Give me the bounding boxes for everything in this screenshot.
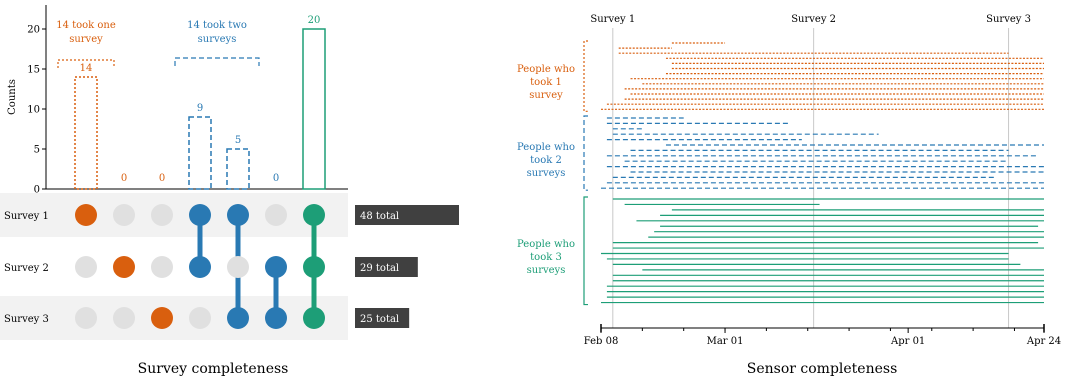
matrix-row-band [0,193,348,237]
y-axis-label: Counts [7,79,18,115]
total-bar [355,205,459,225]
annotation-one-line1: 14 took one [56,20,116,31]
group-label-line: took 2 [530,155,562,166]
bar-value-label: 5 [235,135,241,146]
total-bar [355,257,418,277]
bracket-one-survey [57,59,115,68]
membership-matrix: Survey 1 Survey 2 Survey 3 48 total 29 total… [0,193,459,340]
matrix-dot-active [113,256,135,278]
group-bracket [583,115,588,191]
total-bar-label: 25 total [360,314,399,325]
annotation-one-line2: survey [69,34,103,45]
timeline-tick-label: Apr 24 [1026,336,1061,347]
matrix-dot-inactive [75,307,97,329]
y-tick-label: 10 [27,105,40,116]
group-label-line: People who [517,239,575,250]
group-label-line: survey [529,90,563,101]
group-annotations: 14 took one survey 14 took two surveys [56,20,260,68]
timeline-tick-label: Mar 01 [707,336,744,347]
matrix-dot-active [303,204,325,226]
matrix-dot-active [303,256,325,278]
left-caption: Survey completeness [138,361,289,377]
y-tick-label: 20 [27,25,40,36]
group-label-line: People who [517,64,575,75]
matrix-dot-inactive [151,256,173,278]
matrix-dot-inactive [189,307,211,329]
upset-plot: 0 5 10 15 20 Counts 14 0 0 9 5 0 20 Survey 1 Survey 2… [0,5,459,377]
matrix-dot-active [227,204,249,226]
matrix-dot-active [151,307,173,329]
bar [226,148,250,190]
matrix-row-label: Survey 2 [4,263,49,274]
bar [302,28,326,190]
bar-value-label: 14 [80,63,93,74]
survey-reference-label: Survey 3 [986,14,1031,25]
total-bar-label: 48 total [360,211,399,222]
matrix-row-label: Survey 1 [4,211,49,222]
bracket-two-surveys [174,57,260,66]
annotation-two-line1: 14 took two [187,20,247,31]
bar-value-label: 20 [308,15,321,26]
matrix-dot-inactive [151,204,173,226]
y-tick-label: 0 [34,185,40,196]
bar-value-label: 0 [273,173,279,184]
matrix-dot-active [303,307,325,329]
y-tick-label: 5 [34,145,40,156]
group-label-line: People who [517,142,575,153]
total-bar-label: 29 total [360,263,399,274]
group-label-line: took 3 [530,252,562,263]
bar [188,116,212,190]
bar-chart: 0 5 10 15 20 Counts 14 0 0 9 5 0 20 [7,5,348,196]
matrix-dot-inactive [113,307,135,329]
bar-value-label: 0 [159,173,165,184]
matrix-dot-inactive [113,204,135,226]
y-tick-label: 15 [27,65,40,76]
timeline-tick-label: Apr 01 [890,336,925,347]
matrix-dot-active [265,256,287,278]
survey-reference-label: Survey 1 [590,14,635,25]
bar-value-label: 9 [197,103,203,114]
matrix-row-band [0,296,348,340]
group-label-line: surveys [527,168,566,179]
right-caption: Sensor completeness [747,361,898,377]
matrix-dot-active [189,256,211,278]
matrix-dot-active [189,204,211,226]
matrix-dot-active [227,307,249,329]
matrix-dot-inactive [265,204,287,226]
matrix-dot-inactive [75,256,97,278]
annotation-two-line2: surveys [198,34,237,45]
matrix-dot-active [75,204,97,226]
group-label-line: surveys [527,265,566,276]
matrix-dot-active [265,307,287,329]
timeline-plot: Survey 1 Survey 2 Survey 3 Feb 08 Mar 01 Apr … [517,14,1061,347]
sensor-timeline-chart: Survey 1 Survey 2 Survey 3 Feb 08 Mar 01 Apr … [517,14,1061,377]
matrix-dot-inactive [227,256,249,278]
bar-value-label: 0 [121,173,127,184]
group-label-line: took 1 [530,77,562,88]
matrix-row-label: Survey 3 [4,314,49,325]
group-bracket [583,196,588,306]
timeline-tick-label: Feb 08 [584,336,619,347]
total-bar [355,308,410,328]
survey-reference-label: Survey 2 [791,14,836,25]
group-bracket [583,40,588,112]
bar [74,76,98,190]
